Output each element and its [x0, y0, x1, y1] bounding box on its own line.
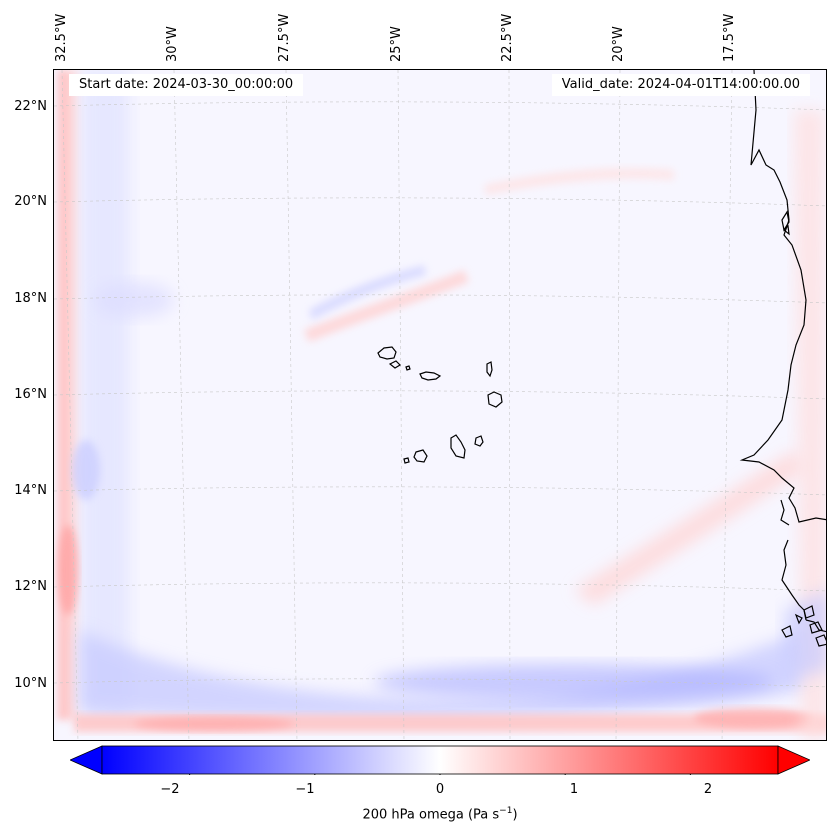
north-blue-streak: [309, 265, 426, 320]
east-red-streak: [574, 450, 804, 605]
island-brava: [403, 457, 410, 464]
lat-gridline-14n: [54, 486, 826, 496]
lon-gridline-27-5w: [285, 70, 298, 740]
omega-field-map: [54, 70, 826, 740]
island-santa-luzia: [405, 365, 411, 371]
lat-label-20n: 20°N: [14, 194, 47, 209]
colorbar-tick-label: −2: [160, 782, 180, 797]
guinea-islet-1: [803, 605, 815, 619]
island-santo-antao: [377, 346, 397, 360]
lat-gridline-22n: [54, 101, 826, 111]
colorbar-body: [101, 745, 779, 775]
lon-gridline-25w: [397, 70, 405, 740]
colorbar-title-exponent: −1: [499, 806, 513, 816]
lon-label-32-5w: 32.5°W: [54, 13, 69, 62]
lat-gridline-20n: [54, 197, 826, 207]
colorbar-extend-right: [777, 745, 811, 775]
left-red-spot: [58, 525, 78, 615]
lon-label-22-5w: 22.5°W: [500, 13, 515, 62]
colorbar: [69, 745, 811, 778]
omega-shading: [58, 70, 826, 740]
bottom-right-red-spot: [694, 708, 814, 728]
guinea-islet-3: [781, 625, 793, 638]
coastlines: [377, 70, 826, 647]
island-sao-vicente: [388, 360, 401, 369]
lat-gridline-12n: [54, 582, 826, 592]
island-maio: [474, 435, 484, 447]
island-boa-vista: [487, 391, 503, 408]
lon-label-20w: 20°W: [611, 26, 626, 62]
lat-gridline-16n: [54, 390, 826, 400]
lon-label-17-5w: 17.5°W: [722, 13, 737, 62]
lon-gridline-17-5w: [721, 70, 733, 740]
lat-label-14n: 14°N: [14, 483, 47, 498]
lon-gridline-30w: [173, 70, 190, 740]
left-blue-spot: [72, 440, 100, 500]
lon-gridline-20w: [615, 70, 621, 740]
start-date-label: Start date: 2024-03-30_00:00:00: [69, 74, 304, 96]
graticule: [54, 70, 826, 740]
right-coast-blue-patch: [784, 590, 826, 680]
map-panel[interactable]: Start date: 2024-03-30_00:00:00 Valid_da…: [53, 69, 827, 741]
island-sal: [486, 361, 493, 378]
island-fogo: [413, 449, 428, 463]
lat-gridline-18n: [54, 294, 826, 304]
lon-gridline-32-5w: [61, 70, 79, 740]
lat-label-16n: 16°N: [14, 387, 47, 402]
lon-label-27-5w: 27.5°W: [277, 13, 292, 62]
guinea-islet-5: [794, 613, 803, 625]
bottom-red-spot: [134, 717, 294, 731]
right-coast-red-band: [794, 110, 826, 740]
colorbar-tick-label: 2: [703, 782, 713, 797]
north-red-streak: [304, 270, 469, 342]
lon-gridline-22-5w: [508, 70, 511, 740]
guinea-coast-east: [805, 619, 826, 633]
guinea-islet-2: [809, 621, 823, 634]
guinea-islet-4: [815, 634, 826, 647]
valid-date-label: Valid_date: 2024-04-01T14:00:00.00: [551, 74, 810, 96]
lon-label-30w: 30°W: [165, 26, 180, 62]
lat-label-22n: 22°N: [14, 99, 47, 114]
colorbar-title: 200 hPa omega (Pa s−1): [0, 806, 837, 822]
colorbar-tick-label: 1: [569, 782, 579, 797]
island-santiago: [450, 434, 466, 459]
colorbar-extend-left: [69, 745, 103, 775]
left-boundary-blue-band: [80, 70, 130, 720]
lon-label-25w: 25°W: [389, 26, 404, 62]
northwest-blue-patch: [94, 282, 174, 318]
colorbar-svg: [69, 745, 811, 778]
colorbar-tick-label: 0: [435, 782, 445, 797]
coastal-islet-north: [781, 210, 790, 232]
africa-coastline: [739, 70, 826, 621]
lat-label-12n: 12°N: [14, 579, 47, 594]
colorbar-tick-label: −1: [295, 782, 315, 797]
lat-label-18n: 18°N: [14, 291, 47, 306]
northeast-red-streak: [484, 168, 674, 195]
island-sao-nicolau: [419, 371, 442, 381]
lat-label-10n: 10°N: [14, 676, 47, 691]
coastal-islet-mid: [783, 224, 790, 236]
southern-blue-core: [374, 664, 774, 700]
colorbar-title-end: ): [512, 807, 518, 823]
lat-gridline-10n: [54, 678, 826, 688]
colorbar-title-text: 200 hPa omega (Pa s: [362, 807, 500, 823]
